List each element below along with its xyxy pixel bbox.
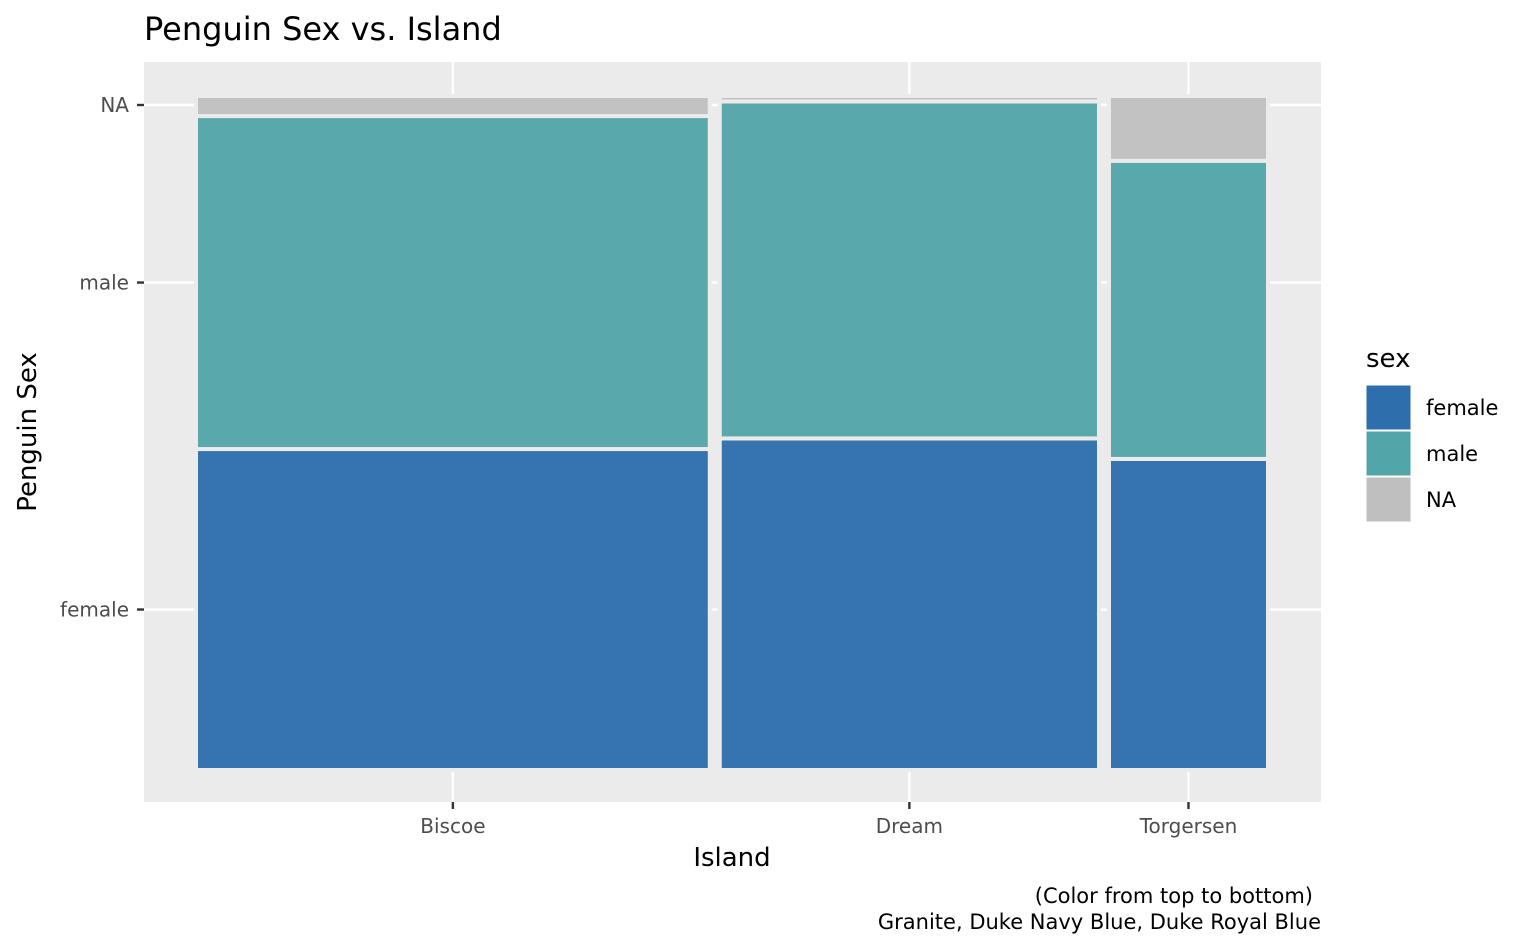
x-tick-label: Dream (876, 814, 943, 838)
mosaic-tiles (194, 94, 1270, 772)
legend: sex female male NA (1365, 344, 1498, 523)
y-tick-label: NA (100, 93, 129, 117)
mosaic-tile (194, 447, 712, 772)
mosaic-tile (194, 114, 712, 452)
chart-title: Penguin Sex vs. Island (144, 10, 502, 48)
mosaic-tile (1106, 94, 1270, 163)
x-tick-label: Torgersen (1139, 814, 1238, 838)
mosaic-tile (717, 436, 1101, 772)
mosaic-tile (1106, 158, 1270, 461)
y-tick-label: female (60, 598, 129, 622)
legend-key-label: NA (1426, 488, 1457, 512)
legend-key-swatch (1365, 384, 1412, 431)
y-axis-title: Penguin Sex (13, 352, 43, 512)
x-tick-label: Biscoe (420, 814, 485, 838)
mosaic-tile (717, 99, 1101, 441)
legend-key-swatch (1365, 430, 1412, 477)
caption-line-1: (Color from top to bottom) (1035, 884, 1313, 908)
mosaic-tile (194, 94, 712, 119)
mosaic-tile (717, 94, 1101, 104)
legend-title: sex (1366, 344, 1410, 374)
caption-line-2: Granite, Duke Navy Blue, Duke Royal Blue (878, 910, 1321, 934)
x-axis-title: Island (693, 843, 770, 873)
mosaic-tile (1106, 456, 1270, 772)
axes: Biscoe Dream Torgersen female male NA (60, 93, 1237, 838)
legend-key-label: female (1426, 396, 1498, 420)
y-tick-label: male (79, 271, 129, 295)
legend-key-label: male (1426, 442, 1478, 466)
legend-key-swatch (1365, 476, 1412, 523)
